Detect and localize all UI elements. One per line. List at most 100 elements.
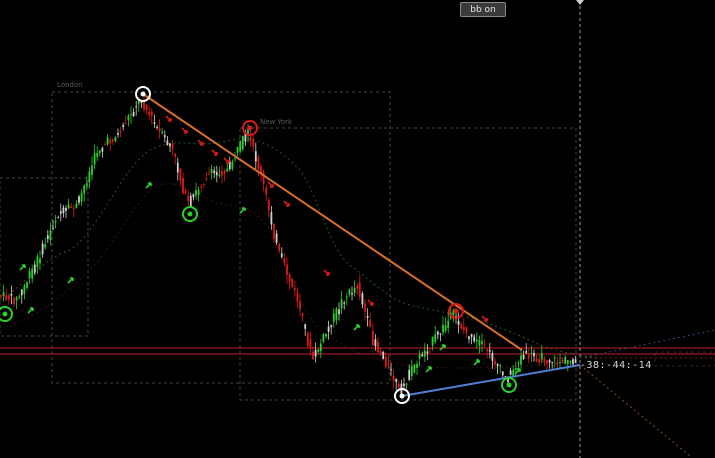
sell-arrow-icon [323,269,330,276]
swing-marker-high-2 [242,120,258,136]
candle-body [62,207,65,214]
candle-body [249,137,252,141]
candle-body [327,326,330,332]
candle-body [150,111,153,116]
candle-body [96,153,99,157]
candle-body [533,352,535,357]
session-box-london [51,91,391,384]
candle-body [340,299,343,309]
candle-body [257,156,260,169]
bb-toggle-button[interactable]: bb on [460,2,506,17]
buy-arrow-icon [67,277,74,284]
candle-body [387,363,390,365]
candle-body [286,264,288,276]
candle-body [135,106,138,108]
trendline-down[interactable] [142,93,523,351]
candle-body [574,359,577,363]
candle-body [475,339,478,342]
candle-body [496,364,499,367]
sell-arrow-icon [165,115,172,122]
session-box-newyork [239,127,577,401]
sell-arrow-icon [283,200,290,207]
candle-body [39,258,41,264]
candle-body [260,166,262,174]
candle-body [288,274,291,282]
trendline-up[interactable] [401,364,581,397]
candle-body [231,161,234,169]
candle-body [395,379,398,383]
candle-body [527,353,530,359]
candle-body [267,199,270,211]
candle-body [187,195,190,202]
candle-body [504,376,507,378]
candle-body [78,196,80,203]
candle-body [520,355,522,365]
candle-body [195,190,197,196]
candle-body [546,360,548,364]
candle-body [273,224,275,240]
candle-body [236,146,239,153]
candle-body [106,137,109,145]
candle-body [332,313,335,322]
candle-body [423,350,426,357]
candle-body [114,137,117,142]
candle-body [525,351,528,353]
candle-body [377,341,379,353]
candle-body [122,124,125,128]
candle-body [117,133,119,135]
candle-body [75,203,78,208]
trendline-down-extension [579,364,691,457]
candle-body [413,364,416,373]
candle-body [67,204,70,209]
candle-body [426,351,429,354]
candle-body [210,168,213,174]
candle-body [20,289,23,296]
candle-body [278,243,281,251]
candle-body [205,178,208,180]
candle-body [364,303,366,312]
candle-body [189,195,192,207]
candle-body [93,153,96,165]
candle-body [291,278,294,287]
candle-body [280,253,283,258]
candle-body [265,187,268,195]
buy-arrow-icon [19,264,26,271]
candle-body [5,295,8,301]
candle-body [80,192,83,202]
candle-body [325,333,327,337]
candle-body [478,340,481,346]
candle-body [319,343,322,352]
candle-body [15,297,18,301]
candle-body [429,347,431,350]
candle-body [465,326,468,333]
candle-body [49,230,52,241]
candle-body [166,140,169,145]
candle-body [408,369,411,380]
candle-body [343,302,346,304]
candle-body [140,101,143,103]
swing-marker-high-3 [448,303,464,319]
candle-body [46,235,49,239]
candle-body [358,282,361,297]
candle-body [252,138,255,147]
candle-body [192,194,195,198]
candle-body [124,123,127,125]
candle-body [127,115,130,120]
sell-arrow-icon [181,127,188,134]
candle-body [566,360,569,364]
candle-body [348,289,351,295]
candle-body [228,161,231,170]
candle-body [543,358,546,363]
candle-body [44,244,47,248]
candle-body [270,212,273,225]
candle-body [158,128,161,132]
candle-body [434,334,437,342]
swing-marker-low-2 [182,206,198,222]
candle-body [215,171,218,176]
candle-body [213,170,216,174]
candle-body [488,349,491,352]
candle-body [7,295,10,300]
candle-body [244,131,247,142]
